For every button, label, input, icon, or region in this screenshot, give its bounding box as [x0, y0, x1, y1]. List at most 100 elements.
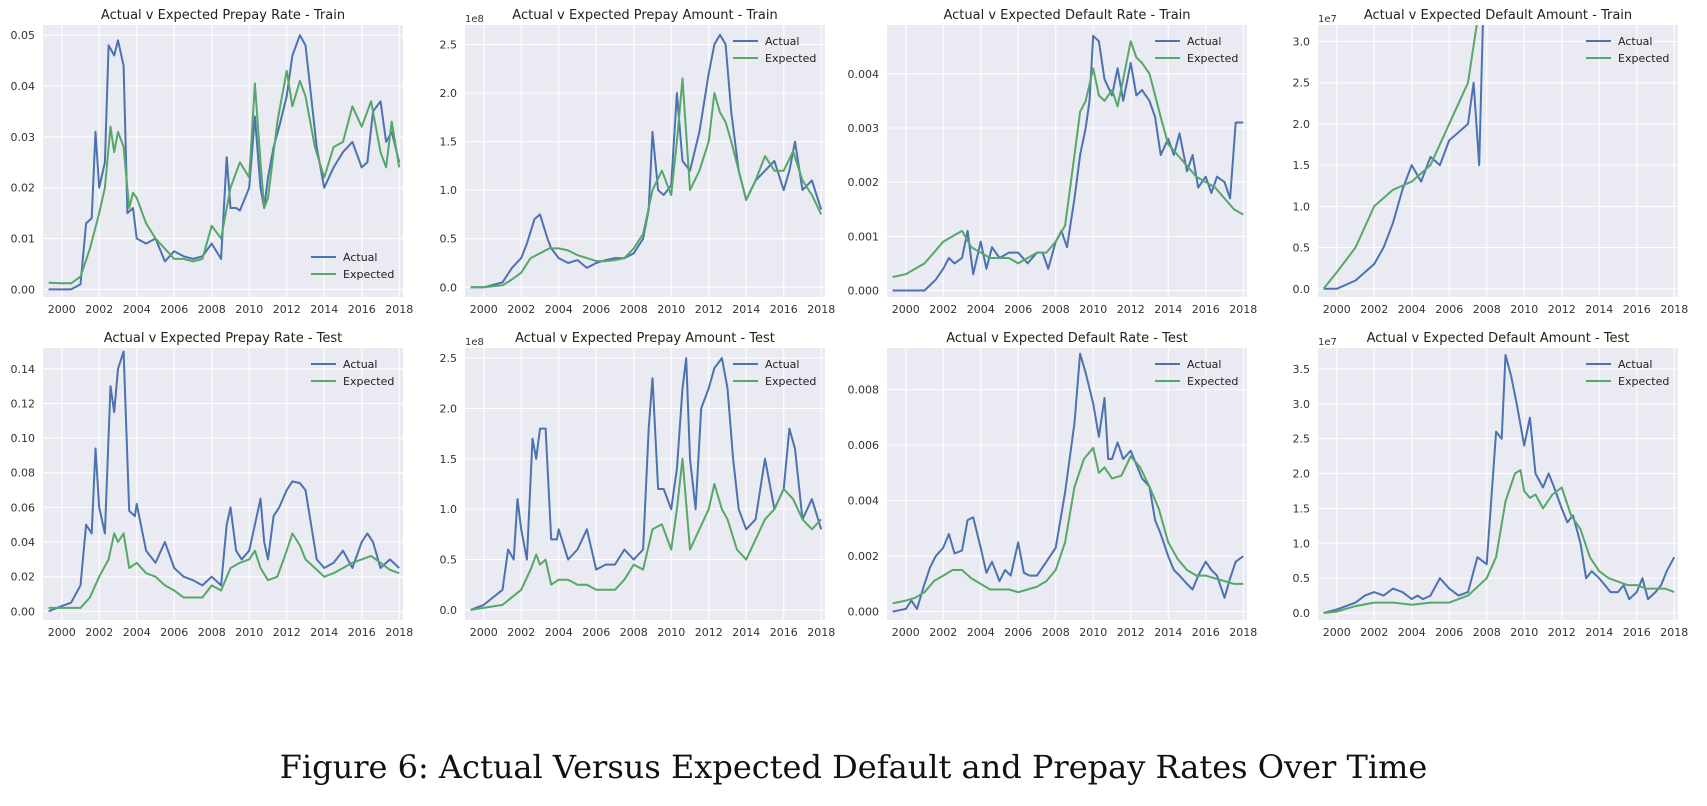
legend: Actual Expected [1586, 358, 1669, 388]
x-tick-label: 2004 [1398, 303, 1426, 316]
chart-panel-8: Actual v Expected Default Amount - Test 1… [1293, 331, 1689, 639]
y-tick-label: 0.04 [11, 536, 36, 549]
y-tick-label: 0.008 [848, 384, 880, 397]
x-tick-label: 2016 [770, 303, 798, 316]
x-tick-label: 2004 [123, 303, 151, 316]
x-tick-label: 2016 [1192, 303, 1220, 316]
figure-caption: Figure 6: Actual Versus Expected Default… [279, 748, 1428, 786]
y-tick-label: 0.004 [848, 68, 880, 81]
y-tick-label: 0.000 [848, 606, 880, 619]
series-line-actual [470, 357, 823, 611]
chart-title: Actual v Expected Prepay Amount - Train [512, 8, 777, 23]
y-tick-label: 0.05 [11, 29, 36, 42]
legend-label-actual: Actual [1618, 358, 1652, 371]
y-tick-label: 2.5 [1293, 433, 1311, 446]
x-tick-label: 2010 [235, 303, 263, 316]
x-tick-label: 2006 [160, 626, 188, 639]
x-tick-label: 2010 [235, 626, 263, 639]
series-line-actual [1323, 25, 1484, 290]
y-tick-label: 1.5 [1293, 502, 1311, 515]
x-tick-label: 2008 [620, 303, 648, 316]
y-tick-label: 0.0 [1293, 283, 1311, 296]
x-tick-label: 2002 [929, 626, 957, 639]
legend-label-expected: Expected [765, 375, 816, 388]
legend: Actual Expected [1155, 35, 1238, 65]
series-line-actual [892, 34, 1244, 292]
legend-label-actual: Actual [1187, 358, 1221, 371]
x-tick-label: 2014 [732, 626, 760, 639]
x-tick-label: 2016 [348, 626, 376, 639]
x-tick-label: 2014 [1585, 626, 1613, 639]
legend-label-expected: Expected [1618, 375, 1669, 388]
x-tick-label: 2002 [929, 303, 957, 316]
x-tick-label: 2008 [1042, 303, 1070, 316]
x-tick-label: 2010 [1079, 626, 1107, 639]
x-tick-label: 2012 [273, 626, 301, 639]
x-tick-label: 2006 [1435, 303, 1463, 316]
y-tick-label: 0.00 [11, 283, 36, 296]
y-tick-label: 0.5 [440, 233, 458, 246]
x-tick-label: 2008 [1473, 303, 1501, 316]
series-line-expected [892, 40, 1244, 278]
chart-panel-4: Actual v Expected Default Amount - Train… [1293, 8, 1689, 316]
series-line-actual [470, 33, 823, 289]
x-tick-label: 2012 [1548, 626, 1576, 639]
y-tick-label: 0.14 [11, 363, 36, 376]
y-tick-label: 2.0 [440, 402, 458, 415]
plot-area [465, 25, 825, 297]
y-tick-label: 0.08 [11, 467, 36, 480]
y-tick-label: 2.0 [440, 87, 458, 100]
x-tick-label: 2008 [1042, 626, 1070, 639]
legend-label-expected: Expected [343, 375, 394, 388]
legend: Actual Expected [1586, 35, 1669, 65]
x-tick-label: 2002 [85, 303, 113, 316]
y-tick-label: 1.5 [1293, 159, 1311, 172]
x-tick-label: 2000 [470, 303, 498, 316]
y-tick-label: 0.12 [11, 397, 36, 410]
x-tick-label: 2006 [582, 626, 610, 639]
legend-label-expected: Expected [765, 52, 816, 65]
plot-area [887, 25, 1247, 297]
x-tick-label: 2000 [48, 626, 76, 639]
y-tick-label: 3.5 [1293, 363, 1311, 376]
legend: Actual Expected [733, 358, 816, 388]
chart-title: Actual v Expected Prepay Rate - Train [101, 8, 345, 23]
legend: Actual Expected [733, 35, 816, 65]
chart-title: Actual v Expected Default Rate - Train [943, 8, 1190, 23]
x-tick-label: 2006 [1435, 626, 1463, 639]
x-tick-label: 2010 [1510, 303, 1538, 316]
y-tick-label: 0.0 [440, 604, 458, 617]
y-tick-label: 3.0 [1293, 35, 1311, 48]
x-tick-label: 2008 [620, 626, 648, 639]
chart-title: Actual v Expected Prepay Amount - Test [515, 331, 775, 346]
axis-scale-label: 1e8 [465, 337, 484, 348]
legend-label-actual: Actual [1618, 35, 1652, 48]
figure-grid: Actual v Expected Prepay Rate - Train 0.0… [11, 8, 1689, 639]
chart-panel-7: Actual v Expected Default Rate - Test 0.0… [848, 331, 1258, 639]
chart-title: Actual v Expected Default Amount - Test [1367, 331, 1630, 346]
x-tick-label: 2002 [85, 626, 113, 639]
x-tick-label: 2012 [695, 303, 723, 316]
x-tick-label: 2004 [967, 626, 995, 639]
y-tick-label: 0.02 [11, 182, 36, 195]
legend: Actual Expected [1155, 358, 1238, 388]
x-tick-label: 2012 [1117, 626, 1145, 639]
legend-label-expected: Expected [343, 268, 394, 281]
x-tick-label: 2014 [1585, 303, 1613, 316]
x-tick-label: 2018 [807, 626, 835, 639]
chart-title: Actual v Expected Default Amount - Train [1364, 8, 1632, 23]
y-tick-label: 0.006 [848, 439, 880, 452]
x-tick-label: 2002 [1360, 626, 1388, 639]
y-tick-label: 0.002 [848, 550, 880, 563]
x-tick-label: 2018 [1229, 303, 1257, 316]
x-tick-label: 2016 [348, 303, 376, 316]
series-line-expected [470, 77, 823, 289]
x-tick-label: 2012 [695, 626, 723, 639]
chart-panel-6: Actual v Expected Prepay Amount - Test 1e… [440, 331, 836, 639]
axis-scale-label: 1e8 [465, 14, 484, 25]
y-tick-label: 0.0 [1293, 607, 1311, 620]
x-tick-label: 2000 [48, 303, 76, 316]
y-tick-label: 0.002 [848, 176, 880, 189]
x-tick-label: 2018 [1660, 626, 1688, 639]
chart-panel-3: Actual v Expected Default Rate - Train 0.… [848, 8, 1258, 316]
